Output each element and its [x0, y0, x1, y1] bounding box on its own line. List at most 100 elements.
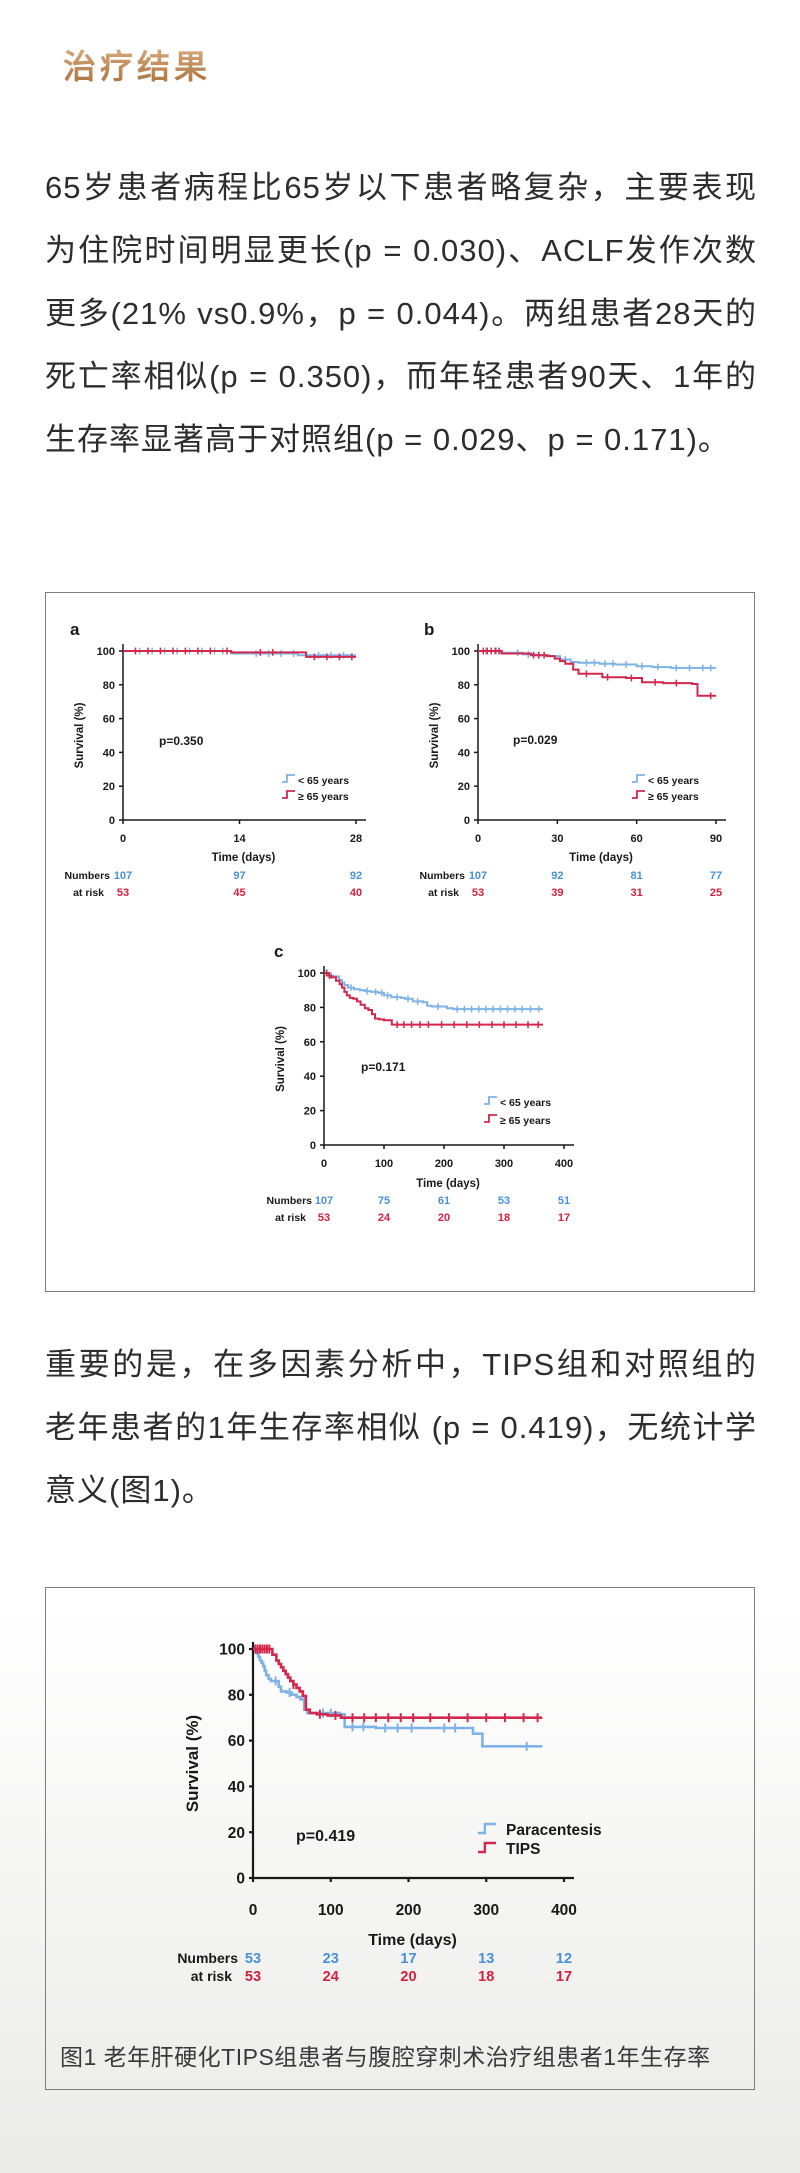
x-tick-label: 0 [120, 833, 126, 845]
risk-label-line2: at risk [428, 887, 459, 899]
legend-label: ≥ 65 years [298, 791, 349, 803]
x-tick-label: 200 [396, 1902, 422, 1919]
x-axis-title: Time (days) [212, 852, 276, 864]
y-axis-title: Survival (%) [429, 702, 441, 768]
risk-count: 107 [114, 870, 132, 882]
legend-label: Paracentesis [506, 1822, 602, 1839]
risk-count: 75 [378, 1195, 390, 1207]
survival-panel-main: 0 20 40 60 80 100 0 100 200 300 400 Survival (%) Tim… [177, 1642, 601, 1985]
survival-panel-b: 0 20 40 60 80 100 0 30 60 90 Survival (%) Time (day… [419, 620, 726, 899]
legend-label: TIPS [506, 1841, 540, 1858]
y-tick-label: 40 [458, 747, 470, 759]
y-tick-label: 80 [458, 680, 470, 692]
y-tick-label: 80 [304, 1002, 316, 1014]
x-axis-title: Time (days) [416, 1178, 480, 1190]
risk-count: 13 [478, 1951, 494, 1967]
y-tick-label: 0 [236, 1871, 245, 1888]
legend-label: < 65 years [298, 775, 349, 787]
risk-count: 45 [233, 887, 245, 899]
risk-count: 39 [551, 887, 563, 899]
legend-step-icon [478, 1822, 496, 1835]
risk-count: 31 [631, 887, 643, 899]
legend-step-icon [282, 790, 295, 799]
risk-count: 51 [558, 1195, 570, 1207]
risk-count: 53 [498, 1195, 510, 1207]
y-tick-label: 100 [97, 646, 115, 658]
risk-count: 61 [438, 1195, 450, 1207]
x-tick-label: 400 [551, 1902, 577, 1919]
risk-label-line1: Numbers [64, 870, 110, 882]
risk-label-line1: Numbers [419, 870, 465, 882]
y-tick-label: 40 [228, 1779, 245, 1796]
survival-chart-one-year: 0 20 40 60 80 100 0 100 200 300 400 Survival (%) Tim… [177, 1642, 601, 1985]
legend-label: < 65 years [648, 775, 699, 787]
risk-count: 24 [323, 1969, 339, 1985]
y-tick-label: 20 [304, 1106, 316, 1118]
x-tick-label: 100 [375, 1158, 393, 1170]
risk-count: 25 [710, 887, 722, 899]
x-axis-title: Time (days) [368, 1932, 457, 1949]
x-tick-label: 60 [631, 833, 643, 845]
y-tick-label: 0 [464, 815, 470, 827]
risk-count: 24 [378, 1212, 391, 1224]
x-tick-label: 28 [350, 833, 362, 845]
survival-curve [253, 1647, 543, 1719]
survival-curve [324, 972, 543, 1026]
legend-step-icon [484, 1096, 497, 1105]
y-tick-label: 0 [109, 815, 115, 827]
risk-count: 17 [558, 1212, 570, 1224]
figure-caption: 图1 老年肝硬化TIPS组患者与腹腔穿刺术治疗组患者1年生存率 [60, 2044, 711, 2070]
legend-step-icon [484, 1114, 497, 1123]
risk-label-line1: Numbers [177, 1950, 238, 1966]
y-axis-title: Survival (%) [74, 702, 86, 768]
risk-count: 92 [551, 870, 563, 882]
risk-count: 53 [318, 1212, 330, 1224]
survival-curve [324, 972, 543, 1011]
risk-count: 17 [400, 1951, 416, 1967]
legend-step-icon [632, 774, 645, 783]
survival-panel-a: 0 20 40 60 80 100 0 14 28 Survival (%) Time (days)… [64, 620, 366, 899]
y-tick-label: 20 [103, 781, 115, 793]
risk-count: 92 [350, 870, 362, 882]
x-tick-label: 300 [473, 1902, 499, 1919]
risk-count: 20 [400, 1969, 416, 1985]
risk-count: 81 [631, 870, 643, 882]
risk-label-line2: at risk [191, 1968, 232, 1984]
risk-count: 18 [478, 1969, 494, 1985]
x-tick-label: 0 [321, 1158, 327, 1170]
y-tick-label: 100 [298, 968, 316, 980]
x-tick-label: 200 [435, 1158, 453, 1170]
x-tick-label: 100 [318, 1902, 344, 1919]
risk-count: 17 [556, 1969, 572, 1985]
panel-letter: b [424, 620, 434, 639]
risk-count: 53 [117, 887, 129, 899]
risk-label-line2: at risk [275, 1212, 306, 1224]
y-tick-label: 60 [103, 714, 115, 726]
paragraph-multivariate: 重要的是，在多因素分析中，TIPS组和对照组的老年患者的1年生存率相似 (p =… [45, 1347, 757, 1508]
figure-tips-vs-paracentesis: 0 20 40 60 80 100 0 100 200 300 400 Survival (%) Tim… [45, 1587, 755, 2090]
paragraph-outcomes: 65岁患者病程比65岁以下患者略复杂，主要表现为住院时间明显更长(p = 0.0… [45, 170, 757, 457]
survival-charts-panel-abc: 0 20 40 60 80 100 0 14 28 Survival (%) Time (days)… [64, 620, 726, 1224]
survival-panel-c: 0 20 40 60 80 100 0 100 200 300 400 Survival (%) Tim… [266, 942, 574, 1224]
y-tick-label: 60 [304, 1037, 316, 1049]
risk-count: 18 [498, 1212, 510, 1224]
section-title: 治疗结果 [63, 40, 211, 88]
risk-count: 77 [710, 870, 722, 882]
x-axis-title: Time (days) [569, 852, 633, 864]
figure-survival-by-age: 0 20 40 60 80 100 0 14 28 Survival (%) Time (days)… [45, 592, 755, 1292]
y-tick-label: 0 [310, 1140, 316, 1152]
risk-count: 53 [245, 1951, 261, 1967]
y-tick-label: 20 [458, 781, 470, 793]
p-value: p=0.419 [296, 1828, 355, 1845]
x-tick-label: 90 [710, 833, 722, 845]
x-tick-label: 0 [249, 1902, 258, 1919]
risk-count: 53 [472, 887, 484, 899]
panel-letter: c [274, 942, 283, 961]
p-value: p=0.171 [361, 1060, 406, 1074]
x-tick-label: 30 [551, 833, 563, 845]
p-value: p=0.029 [513, 733, 558, 747]
x-tick-label: 300 [495, 1158, 513, 1170]
y-tick-label: 60 [228, 1733, 245, 1750]
risk-label-line1: Numbers [266, 1195, 312, 1207]
y-tick-label: 40 [304, 1071, 316, 1083]
